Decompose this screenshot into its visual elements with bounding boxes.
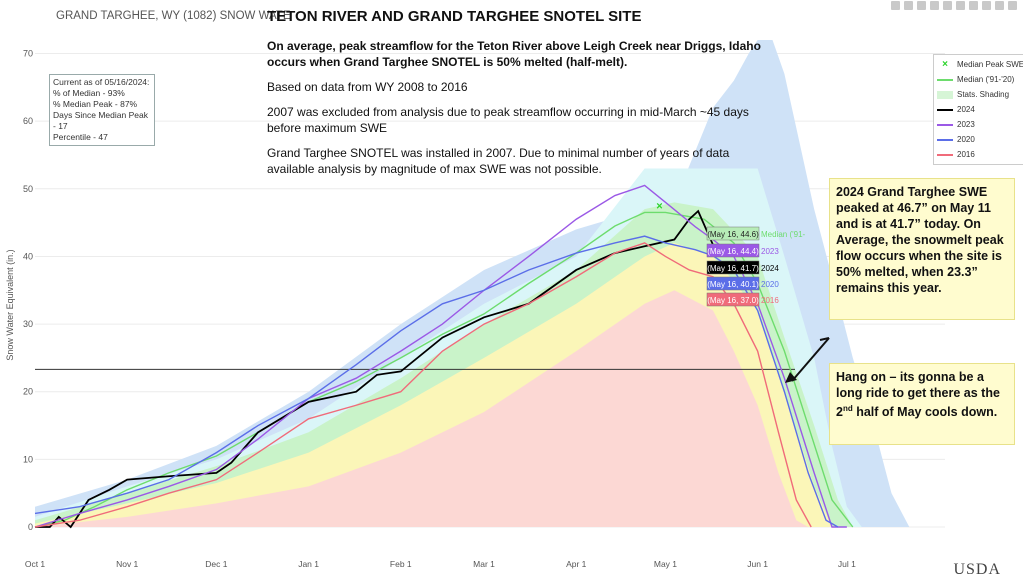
end-label-text: (May 16, 44.6) (707, 230, 759, 239)
end-label-text: (May 16, 37.0) (707, 296, 759, 305)
stat-band-min_band (35, 290, 809, 527)
legend-item[interactable]: Stats. Shading (937, 87, 1023, 102)
end-label-series: 2016 (761, 296, 779, 305)
series-line-y2020 (34, 235, 839, 528)
series-line-y2023 (34, 184, 847, 528)
autoscale-icon[interactable] (956, 1, 965, 10)
x-tick-label: Dec 1 (205, 559, 227, 569)
legend-swatch (937, 123, 953, 126)
callout-arrowhead (785, 372, 797, 383)
zoom-in-icon[interactable] (930, 1, 939, 10)
legend-swatch (937, 90, 953, 99)
legend-item[interactable]: 2024 (937, 102, 1023, 117)
y-tick-label: 10 (23, 454, 33, 464)
end-label-box (706, 276, 760, 291)
x-tick-label: Oct 1 (25, 559, 46, 569)
y-axis-label: Snow Water Equivalent (in.) (5, 249, 15, 361)
x-tick-label: Jun 1 (747, 559, 768, 569)
series-line-y2016 (34, 242, 812, 528)
callout-arrow (791, 337, 830, 382)
series-line-median (34, 211, 854, 528)
status-line: % Median Peak - 87% (53, 99, 138, 109)
y-tick-label: 40 (23, 251, 33, 261)
y-tick-label: 20 (23, 387, 33, 397)
x-tick-label: May 1 (654, 559, 677, 569)
status-line: Days Since Median Peak - 17 (53, 110, 148, 131)
end-label-series: 2024 (761, 264, 779, 273)
x-tick-label: Mar 1 (473, 559, 495, 569)
legend-label: 2024 (957, 105, 975, 114)
camera-icon[interactable] (891, 1, 900, 10)
usda-logo: USDA (953, 561, 1001, 578)
median-peak-marker: × (656, 201, 662, 213)
callout-text-b: half of May cools down. (852, 405, 998, 420)
note-para-4: Grand Targhee SNOTEL was installed in 20… (267, 146, 730, 176)
note-para-1: On average, peak streamflow for the Teto… (267, 39, 761, 69)
x-tick-label: Apr 1 (566, 559, 587, 569)
pan-icon[interactable] (917, 1, 926, 10)
legend-label: Median Peak SWE (957, 60, 1023, 69)
legend-swatch (937, 78, 953, 81)
overlay-title: TETON RIVER AND GRAND TARGHEE SNOTEL SIT… (267, 8, 642, 25)
status-line: Current as of 05/16/2024: (53, 77, 150, 87)
legend-label: Stats. Shading (957, 90, 1010, 99)
y-tick-label: 0 (28, 522, 33, 532)
end-label-series: 2023 (761, 247, 779, 256)
hover-closest-icon[interactable] (995, 1, 1004, 10)
legend-item[interactable]: 2023 (937, 117, 1023, 132)
end-label-series: Median ('91- (761, 230, 806, 239)
note-para-3: 2007 was excluded from analysis due to p… (267, 105, 749, 135)
y-tick-label: 70 (23, 49, 33, 59)
callout-long-ride: Hang on – its gonna be a long ride to ge… (829, 363, 1015, 445)
reset-axes-icon[interactable] (969, 1, 978, 10)
end-label-text: (May 16, 41.7) (707, 264, 759, 273)
callout-peak: 2024 Grand Targhee SWE peaked at 46.7” o… (829, 178, 1015, 320)
callout-text-a: Hang on – its gonna be a long ride to ge… (836, 370, 1000, 420)
legend-item[interactable]: × Median Peak SWE (937, 57, 1023, 72)
note-para-2: Based on data from WY 2008 to 2016 (267, 80, 468, 94)
zoom-out-icon[interactable] (943, 1, 952, 10)
legend-swatch (937, 153, 953, 156)
end-label-text: (May 16, 40.1) (707, 280, 759, 289)
status-line: Percentile - 47 (53, 132, 108, 142)
end-label-box (706, 292, 760, 307)
x-tick-label: Nov 1 (116, 559, 138, 569)
legend-item[interactable]: 2020 (937, 132, 1023, 147)
legend-label: 2020 (957, 135, 975, 144)
end-label-series: 2020 (761, 280, 779, 289)
y-tick-label: 60 (23, 116, 33, 126)
end-label-text: (May 16, 44.4) (707, 247, 759, 256)
legend-label: 2016 (957, 150, 975, 159)
notes-panel: On average, peak streamflow for the Teto… (267, 38, 767, 186)
chart-toolbar (891, 1, 1017, 10)
legend-label: Median ('91-'20) (957, 75, 1015, 84)
status-box: Current as of 05/16/2024: % of Median - … (49, 74, 155, 146)
x-tick-label: Jan 1 (298, 559, 319, 569)
status-line: % of Median - 93% (53, 88, 125, 98)
hover-compare-icon[interactable] (1008, 1, 1017, 10)
legend-marker-icon: × (942, 59, 948, 70)
site-title: GRAND TARGHEE, WY (1082) SNOW WATE (56, 10, 291, 22)
y-tick-label: 30 (23, 319, 33, 329)
series-line-y2024 (35, 209, 714, 529)
end-label-box (706, 226, 760, 241)
x-tick-label: Jul 1 (838, 559, 856, 569)
legend: × Median Peak SWE Median ('91-'20) Stats. S… (933, 54, 1023, 165)
callout-sup: nd (842, 404, 853, 413)
x-tick-label: Feb 1 (390, 559, 412, 569)
spike-lines-icon[interactable] (982, 1, 991, 10)
legend-swatch (937, 108, 953, 111)
y-tick-label: 50 (23, 184, 33, 194)
zoom-icon[interactable] (904, 1, 913, 10)
callout-arrow-stub (819, 337, 830, 341)
legend-item[interactable]: Median ('91-'20) (937, 72, 1023, 87)
legend-label: 2023 (957, 120, 975, 129)
legend-swatch (937, 138, 953, 141)
end-label-box (706, 243, 760, 258)
legend-item[interactable]: 2016 (937, 147, 1023, 162)
end-label-box (706, 260, 760, 275)
